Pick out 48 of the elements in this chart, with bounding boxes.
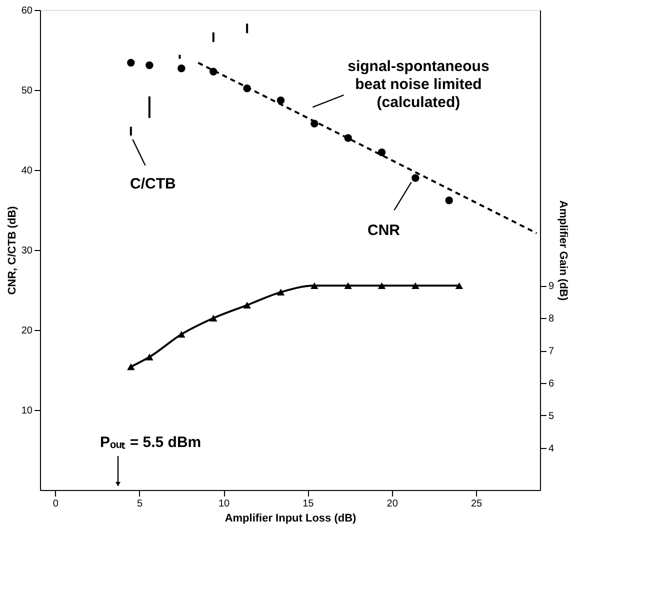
point — [178, 64, 186, 72]
point — [378, 148, 386, 156]
annotation: signal-spontaneous beat noise limited (calculated) — [348, 58, 490, 111]
bar — [246, 24, 248, 34]
point — [276, 96, 285, 104]
point — [178, 330, 186, 338]
annotation: C/CTB — [130, 176, 176, 193]
bar — [178, 54, 181, 59]
y-tick-label: 50 — [21, 86, 33, 96]
y-tick-label: 30 — [21, 246, 33, 256]
point — [210, 314, 218, 322]
y-tick-label: 10 — [21, 406, 33, 416]
point — [455, 282, 464, 290]
bar — [148, 96, 150, 118]
y2-tick-label: 8 — [548, 314, 554, 325]
point — [412, 282, 420, 290]
point — [445, 196, 453, 204]
x-tick-label: 0 — [52, 498, 59, 510]
annotation: CNR — [367, 222, 400, 239]
y-axis-title: CNR, C/CTB (dB) — [6, 206, 18, 295]
y-tick-label: 20 — [21, 326, 33, 336]
y2-tick-label: 4 — [548, 443, 554, 454]
point — [378, 282, 386, 290]
point — [412, 174, 420, 182]
x-tick-label: 10 — [218, 498, 230, 510]
y2-tick-label: 7 — [548, 346, 554, 358]
y-tick-label: 40 — [21, 166, 33, 176]
x-tick-label: 15 — [302, 498, 314, 510]
point — [127, 363, 135, 370]
point — [127, 58, 135, 67]
point — [344, 282, 352, 290]
x-tick-label: 20 — [386, 498, 398, 510]
bar — [130, 126, 132, 136]
x-tick-label: 25 — [470, 498, 483, 510]
point — [146, 61, 154, 70]
point — [310, 282, 318, 290]
y2-tick-label: 9 — [548, 281, 554, 292]
x-axis-title: Amplifier Input Loss (dB) — [224, 512, 357, 524]
point — [146, 354, 154, 360]
annotation: Pₒᵤₜ = 5.5 dBm — [100, 434, 202, 451]
point — [243, 302, 251, 308]
bar — [212, 32, 214, 42]
y-tick-label: 60 — [21, 6, 33, 16]
y2-tick-label: 6 — [548, 378, 554, 390]
point — [276, 288, 285, 296]
y2-axis-title: Amplifier Gain (dB) — [557, 200, 570, 301]
y2-tick-label: 5 — [548, 410, 554, 422]
x-tick-label: 5 — [137, 498, 144, 510]
